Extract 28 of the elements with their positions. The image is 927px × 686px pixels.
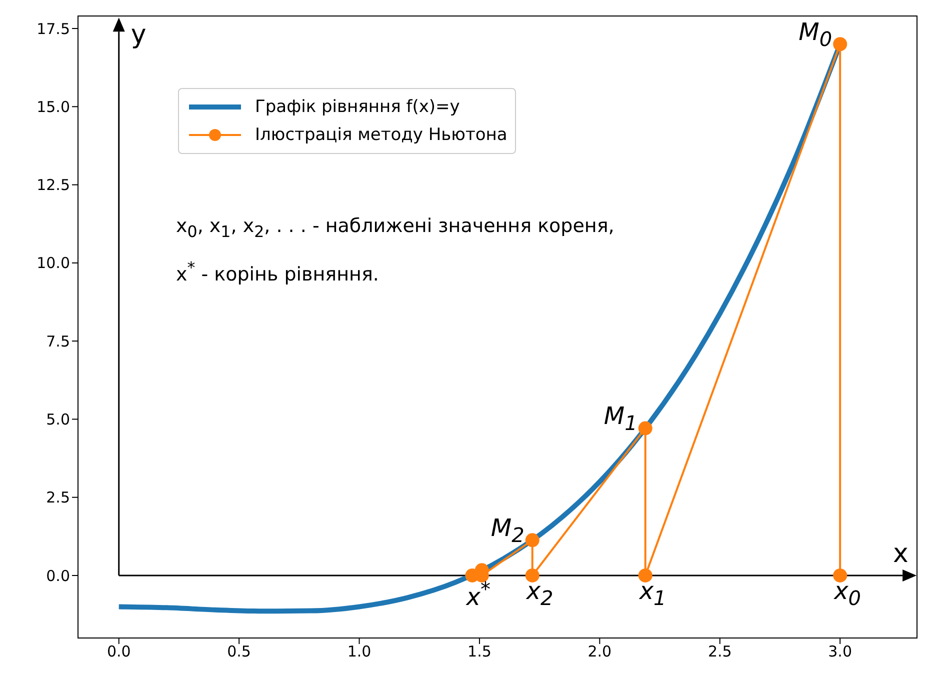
legend-label: Графік рівняння f(x)=y (255, 97, 460, 117)
y-tick-label: 17.5 (36, 20, 70, 38)
x-tick-label: 0.0 (106, 642, 131, 661)
y-tick-label: 12.5 (36, 176, 70, 194)
annotation: x$^{*}$ - корінь рівняння. (176, 256, 380, 288)
ref-line-label: y (130, 20, 146, 50)
x-tick-label: 2.5 (708, 642, 732, 661)
annotation: x$^{*}$ (466, 577, 490, 612)
annotation: M$_{2}$ (490, 514, 524, 547)
x-tick-label: 3.0 (828, 642, 852, 661)
annotation: x$_{1}$ (639, 577, 666, 610)
y-tick-label: 10.0 (36, 254, 70, 272)
y-tick-label: 2.5 (46, 488, 70, 507)
x-tick-label: 1.5 (468, 642, 492, 661)
y-tick-label: 5.0 (46, 410, 70, 429)
x-tick-label: 1.0 (347, 642, 372, 661)
annotation: x$_{2}$ (526, 577, 554, 610)
x-tick-label: 0.5 (227, 642, 251, 661)
y-tick-label: 15.0 (36, 98, 70, 116)
legend-label: Ілюстрація методу Ньютона (255, 125, 508, 145)
ref-line-label: x (893, 539, 908, 570)
y-tick-label: 7.5 (46, 332, 70, 350)
annotation: M$_{0}$ (798, 18, 832, 51)
annotation: M$_{1}$ (604, 402, 638, 436)
x-tick-label: 2.0 (588, 642, 612, 661)
annotation: x$_{0}$, x$_{1}$, x$_{2}$, . . . - наближені значення кореня, (176, 214, 614, 243)
annotation: x$_{0}$ (834, 577, 861, 610)
y-tick-label: 0.0 (46, 566, 70, 585)
